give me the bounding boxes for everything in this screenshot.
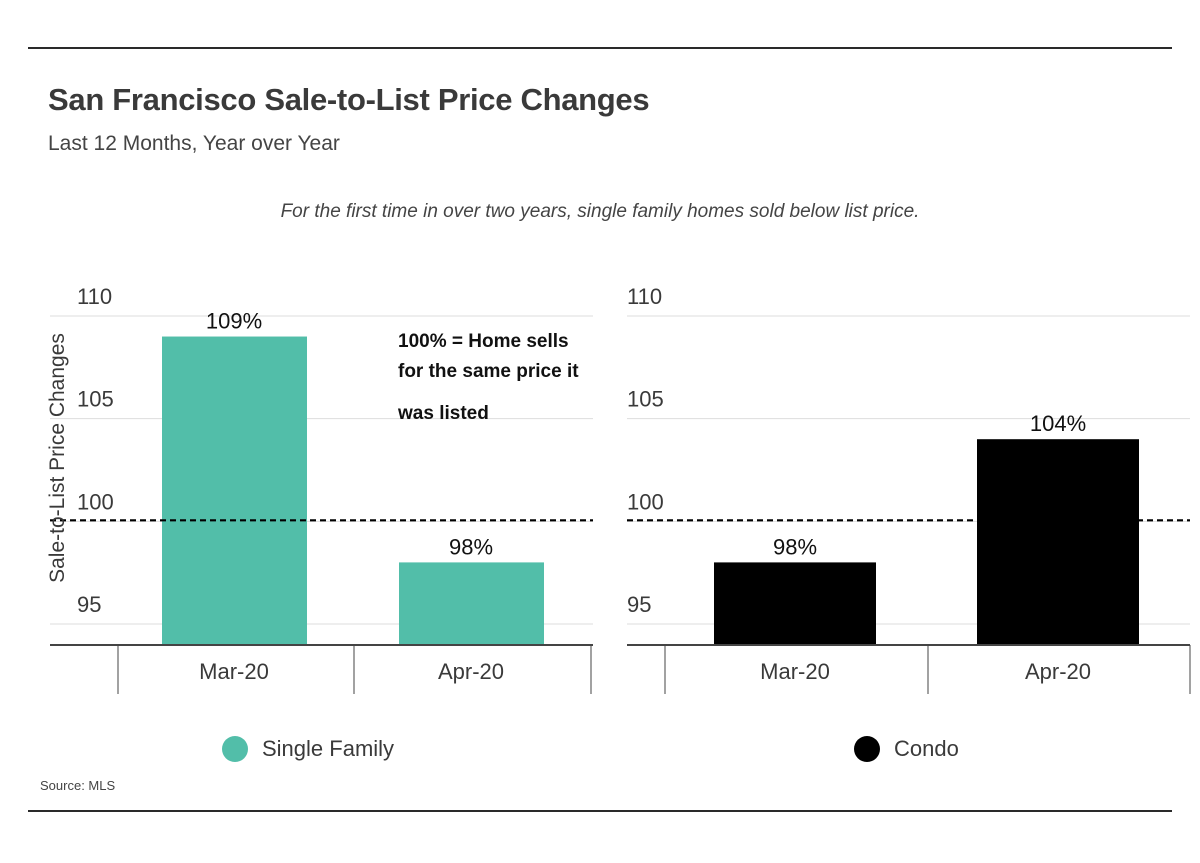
y-tick-label-condo: 100 [627,489,664,514]
y-tick-label-condo: 105 [627,387,664,412]
bottom-rule [28,810,1172,812]
legend-label-single-family: Single Family [262,736,395,761]
data-label-single-family-1: 98% [449,534,493,559]
x-tick-label-condo-0: Mar-20 [760,659,830,684]
x-tick-label-single-family-1: Apr-20 [438,659,504,684]
bar-condo-1 [977,439,1139,645]
top-rule [28,47,1172,49]
note-line-single-family: for the same price it [398,361,579,382]
bar-single-family-0 [162,336,307,645]
note-line-single-family: 100% = Home sells [398,331,569,352]
legend-item-condo: Condo [854,733,959,765]
note-line-single-family: was listed [397,403,489,424]
data-label-single-family-0: 109% [206,309,262,334]
data-label-condo-1: 104% [1030,411,1086,436]
x-tick-label-single-family-0: Mar-20 [199,659,269,684]
chart-title: San Francisco Sale-to-List Price Changes [48,82,650,117]
legend-item-single-family: Single Family [222,733,394,765]
chart-annotation: For the first time in over two years, si… [280,201,920,222]
x-tick-label-condo-1: Apr-20 [1025,659,1091,684]
bar-condo-0 [714,562,876,645]
chart-subtitle: Last 12 Months, Year over Year [48,132,340,155]
data-label-condo-0: 98% [773,534,817,559]
y-tick-label-condo: 110 [627,284,662,309]
legend-label-condo: Condo [894,736,959,761]
bar-single-family-1 [399,562,544,645]
y-tick-label-condo: 95 [627,592,651,617]
legend-swatch-single-family [222,736,248,762]
y-axis-label-single-family: Sale-to-List Price Changes [46,333,69,583]
y-tick-label-single-family: 95 [77,592,101,617]
source-note: Source: MLS [40,778,116,793]
y-tick-label-single-family: 100 [77,489,114,514]
y-tick-label-single-family: 110 [77,284,112,309]
legend-swatch-condo [854,736,880,762]
y-tick-label-single-family: 105 [77,387,114,412]
